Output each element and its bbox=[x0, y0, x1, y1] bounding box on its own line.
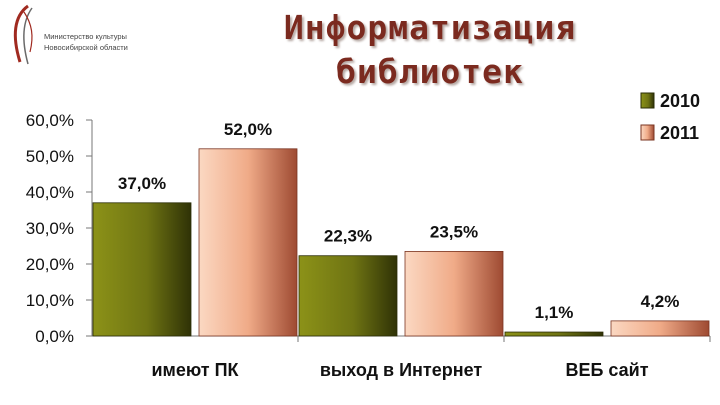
bar-2010 bbox=[504, 331, 604, 337]
logo-text-line2: Новосибирской области bbox=[44, 43, 128, 52]
legend-swatch bbox=[640, 92, 655, 109]
data-label: 4,2% bbox=[641, 292, 680, 311]
y-tick-label: 60,0% bbox=[26, 111, 74, 130]
title-line1: Информатизация bbox=[283, 8, 577, 47]
bar-2010 bbox=[298, 255, 398, 337]
legend-label: 2011 bbox=[660, 123, 699, 143]
data-label: 52,0% bbox=[224, 120, 272, 139]
legend-label: 2010 bbox=[660, 91, 700, 111]
data-label: 1,1% bbox=[535, 303, 574, 322]
data-label: 37,0% bbox=[118, 174, 166, 193]
data-label: 22,3% bbox=[324, 227, 372, 246]
logo-emblem-icon bbox=[13, 4, 33, 65]
bar-2011 bbox=[404, 250, 504, 337]
title-line2: библиотек bbox=[336, 52, 524, 91]
y-tick-label: 40,0% bbox=[26, 183, 74, 202]
page-title: Информатизация библиотек bbox=[230, 6, 630, 94]
y-tick-label: 10,0% bbox=[26, 291, 74, 310]
y-tick-label: 50,0% bbox=[26, 147, 74, 166]
y-tick-label: 0,0% bbox=[35, 327, 74, 346]
bar-2010 bbox=[92, 202, 192, 337]
data-label: 23,5% bbox=[430, 222, 478, 241]
y-tick-label: 30,0% bbox=[26, 219, 74, 238]
ministry-logo: Министерство культуры Новосибирской обла… bbox=[6, 2, 146, 72]
logo-text-line1: Министерство культуры bbox=[44, 32, 127, 41]
bar-2011 bbox=[610, 320, 710, 337]
legend-swatch bbox=[640, 124, 655, 141]
x-category-label: ВЕБ сайт bbox=[565, 360, 648, 380]
x-category-label: выход в Интернет bbox=[320, 360, 483, 380]
x-category-label: имеют ПК bbox=[151, 360, 239, 380]
y-tick-label: 20,0% bbox=[26, 255, 74, 274]
bar-2011 bbox=[198, 148, 298, 337]
